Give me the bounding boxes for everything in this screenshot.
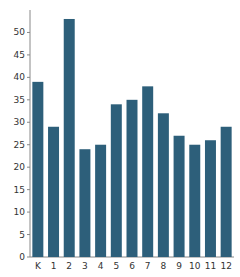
x-tick-label: 2	[66, 261, 72, 271]
chart: 05101520253035404550K123456789101112	[0, 0, 240, 277]
x-tick-label: 1	[51, 261, 57, 271]
x-tick-label: 9	[176, 261, 182, 271]
bar	[79, 149, 90, 257]
x-tick-label: 4	[98, 261, 104, 271]
bar	[127, 100, 138, 257]
bar	[142, 86, 153, 257]
x-tick-label: 10	[189, 261, 201, 271]
bars	[32, 19, 231, 257]
bar	[205, 140, 216, 257]
y-tick-label: 40	[14, 72, 26, 82]
y-tick-label: 25	[14, 140, 25, 150]
y-tick	[27, 99, 30, 100]
y-tick	[27, 167, 30, 168]
bar	[158, 113, 169, 257]
y-tick-label: 5	[19, 230, 25, 240]
y-tick	[27, 257, 30, 258]
y-tick-label: 45	[14, 50, 25, 60]
y-tick	[27, 32, 30, 33]
y-tick-label: 35	[14, 95, 25, 105]
x-tick-label: 3	[82, 261, 88, 271]
y-tick	[27, 144, 30, 145]
y-tick	[27, 77, 30, 78]
y-tick	[27, 212, 30, 213]
y-axis: 0 5 10 15 20 25 30 35 40 45 50	[14, 27, 30, 262]
bar	[174, 136, 185, 257]
bar	[32, 82, 43, 257]
x-tick-label: 8	[161, 261, 167, 271]
bar	[221, 127, 232, 257]
y-tick	[27, 54, 30, 55]
x-axis: K123456789101112	[35, 261, 232, 271]
y-tick-label: 20	[14, 162, 26, 172]
y-tick	[27, 234, 30, 235]
bar	[48, 127, 59, 257]
y-tick-label: 0	[19, 252, 25, 262]
y-tick-label: 10	[14, 207, 26, 217]
x-tick-label: 12	[220, 261, 231, 271]
y-tick-label: 50	[14, 27, 26, 37]
bar	[95, 145, 106, 257]
bar	[111, 104, 122, 257]
y-axis-line	[30, 10, 31, 257]
y-tick	[27, 189, 30, 190]
x-tick-label: K	[35, 261, 42, 271]
x-tick-label: 11	[205, 261, 216, 271]
x-tick-label: 6	[129, 261, 135, 271]
bar	[64, 19, 75, 257]
y-tick	[27, 122, 30, 123]
bar	[189, 145, 200, 257]
x-tick-label: 5	[113, 261, 119, 271]
y-tick-label: 15	[14, 185, 25, 195]
x-tick-label: 7	[145, 261, 151, 271]
y-tick-label: 30	[14, 117, 26, 127]
